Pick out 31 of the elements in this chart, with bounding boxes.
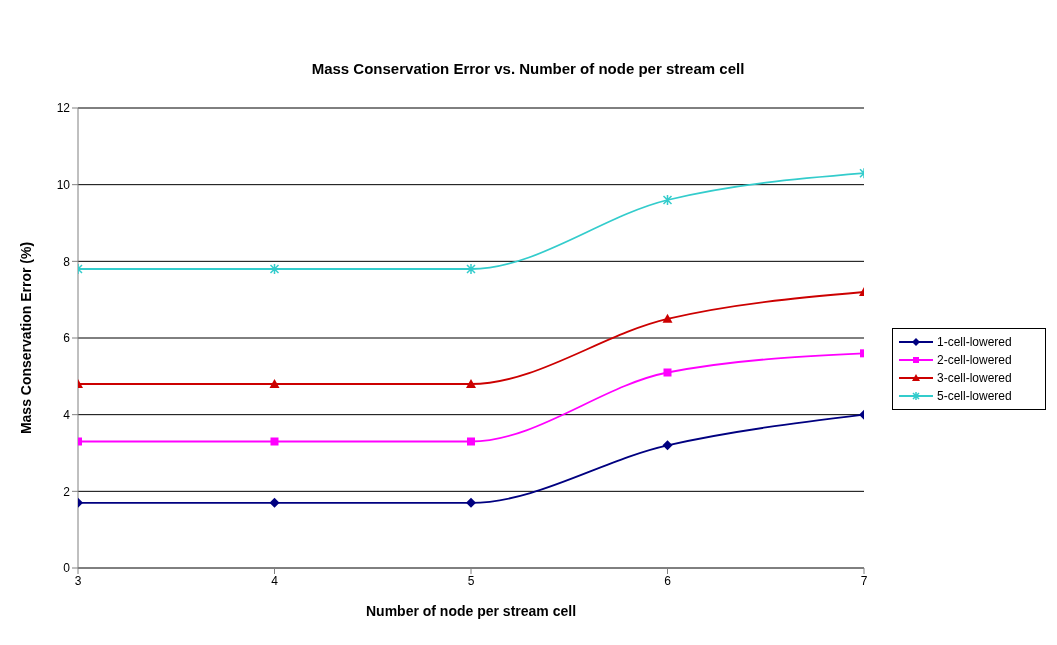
y-axis-title: Mass Conservation Error (%): [17, 241, 34, 435]
y-tick-label: 12: [56, 101, 71, 116]
legend-label: 5-cell-lowered: [937, 389, 1012, 403]
point: [467, 437, 475, 446]
y-tick-label: 0: [63, 561, 71, 576]
x-tick-label: 3: [74, 573, 82, 588]
point: [662, 313, 673, 323]
point: [662, 194, 673, 206]
y-tick-label: 2: [63, 484, 71, 499]
x-tick-label: 4: [271, 573, 279, 588]
x-tick-label: 6: [664, 573, 672, 588]
x-tick-label: 5: [467, 573, 475, 588]
legend-label: 2-cell-lowered: [937, 353, 1012, 367]
point: [466, 263, 476, 275]
x-axis-title: Number of node per stream cell: [365, 603, 577, 619]
point: [269, 379, 280, 388]
y-tick-label: 10: [56, 177, 71, 192]
chart-title: Mass Conservation Error vs. Number of node per stream cell: [310, 59, 746, 79]
y-tick-label: 4: [63, 407, 71, 422]
y-tick-label: 8: [63, 254, 71, 269]
y-tick-label: 6: [63, 331, 71, 346]
point: [270, 437, 279, 446]
x-tick-label: 7: [860, 573, 868, 588]
point: [269, 263, 280, 275]
point: [269, 497, 280, 508]
point: [663, 368, 672, 377]
point: [466, 497, 476, 508]
legend-label: 3-cell-lowered: [937, 371, 1012, 385]
legend-label: 1-cell-lowered: [937, 335, 1012, 349]
point: [466, 379, 476, 388]
point: [662, 440, 673, 451]
